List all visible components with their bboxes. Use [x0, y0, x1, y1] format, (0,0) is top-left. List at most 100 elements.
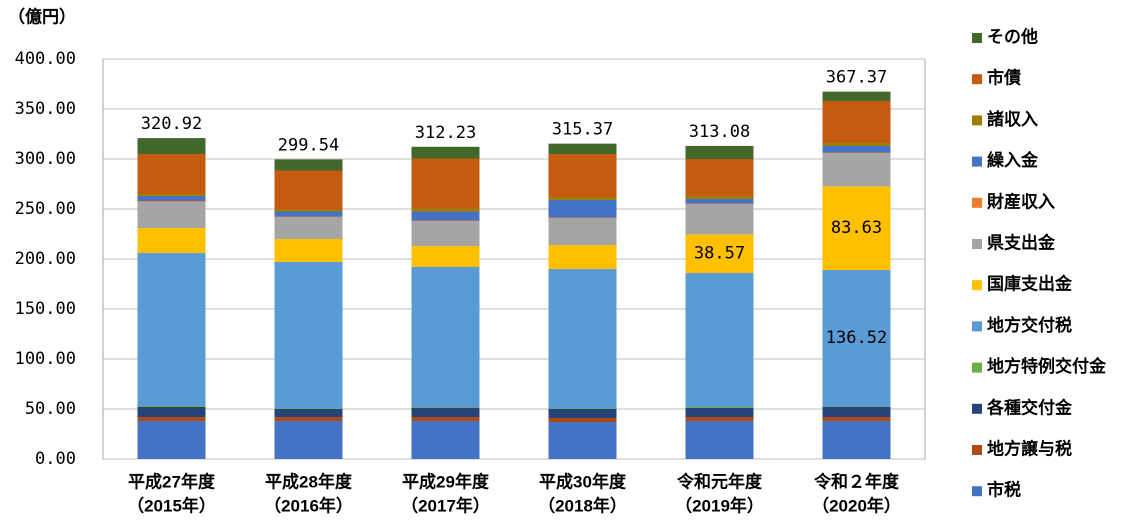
bar-segment — [685, 204, 754, 235]
bar-segment — [685, 407, 754, 408]
bar-segment — [137, 138, 206, 154]
bar-segment — [685, 408, 754, 417]
total-label: 320.92 — [141, 114, 202, 134]
y-tick-label: 400.00 — [15, 49, 76, 69]
bar-segment — [685, 145, 754, 159]
bar-segment — [411, 221, 480, 246]
total-label: 367.37 — [826, 68, 887, 88]
legend-label: 国庫支出金 — [987, 274, 1073, 294]
legend-swatch — [972, 74, 982, 85]
legend-swatch — [972, 239, 982, 249]
bar-segment — [274, 211, 343, 217]
data-label: 83.63 — [831, 218, 882, 238]
bar-segment — [411, 246, 480, 267]
bar-segment — [548, 154, 617, 197]
bar-segment — [822, 143, 891, 146]
y-tick-label: 100.00 — [15, 349, 76, 369]
x-tick-label: 令和２年度 — [814, 471, 900, 491]
legend-swatch — [972, 321, 982, 332]
bar-segment — [822, 417, 891, 421]
bar-segment — [548, 408, 617, 409]
legend-swatch — [972, 486, 982, 497]
bar-segment — [137, 194, 206, 196]
bar-segment — [274, 262, 343, 409]
bar-segment — [822, 269, 891, 407]
bar-segment — [274, 170, 343, 210]
bar-segment — [274, 159, 343, 171]
bar-segment — [274, 421, 343, 459]
bar-segment — [822, 421, 891, 459]
y-tick-label: 300.00 — [15, 149, 76, 169]
legend-swatch — [972, 445, 982, 455]
x-tick-label: （2018年） — [538, 495, 627, 515]
legend-swatch — [972, 197, 982, 208]
legend-label: その他 — [987, 26, 1038, 46]
bar-segment — [548, 418, 617, 422]
y-tick-label: 150.00 — [15, 299, 76, 319]
x-tick-label: 平成28年度 — [265, 471, 353, 491]
legend-swatch — [972, 362, 982, 373]
legend-label: 市債 — [987, 68, 1021, 88]
y-tick-label: 0.00 — [35, 449, 76, 469]
legend-swatch — [972, 403, 982, 414]
bar-segment — [548, 197, 617, 200]
bar-segment — [685, 234, 754, 273]
y-tick-label: 50.00 — [25, 399, 76, 419]
bar-segment — [137, 417, 206, 421]
bar-segment — [274, 417, 343, 421]
bar-segment — [548, 218, 617, 245]
bar-segment — [548, 245, 617, 269]
legend-swatch — [972, 115, 982, 126]
bar-segment — [822, 407, 891, 417]
bar-segment — [685, 159, 754, 196]
bar-segment — [274, 408, 343, 409]
legend-label: 地方交付税 — [987, 315, 1072, 335]
y-tick-label: 250.00 — [15, 199, 76, 219]
legend-swatch — [972, 33, 982, 43]
bar-segment — [685, 417, 754, 421]
bar-segment — [822, 101, 891, 143]
y-tick-label: 350.00 — [15, 99, 76, 119]
bar-segment — [137, 201, 206, 202]
bar-segment — [548, 143, 617, 154]
bar-segment — [548, 200, 617, 218]
x-tick-label: （2015年） — [127, 495, 216, 515]
x-tick-label: （2020年） — [812, 495, 901, 515]
legend-label: 繰入金 — [987, 150, 1039, 170]
bar-segment — [411, 407, 480, 408]
bar-segment — [822, 91, 891, 101]
bar-segment — [548, 269, 617, 409]
bar-segment — [822, 406, 891, 407]
bar-segment — [685, 273, 754, 407]
bar-segment — [274, 239, 343, 262]
bar-segment — [685, 199, 754, 204]
x-tick-label: 平成27年度 — [128, 471, 216, 491]
bar-segment — [411, 208, 480, 212]
legend-label: 地方譲与税 — [987, 438, 1072, 458]
bar-segment — [685, 196, 754, 199]
x-tick-label: （2016年） — [264, 495, 353, 515]
bar-segment — [411, 220, 480, 221]
legend-label: 各種交付金 — [986, 397, 1073, 417]
legend-label: 県支出金 — [987, 232, 1056, 252]
bar-segment — [685, 203, 754, 204]
bar-segment — [137, 202, 206, 228]
x-tick-label: （2019年） — [675, 495, 764, 515]
bar-segment — [548, 422, 617, 459]
bar-segment — [137, 253, 206, 406]
bar-segment — [411, 146, 480, 159]
total-label: 299.54 — [278, 135, 339, 155]
legend-label: 諸収入 — [987, 109, 1038, 129]
legend-swatch — [972, 280, 982, 291]
x-tick-label: 平成29年度 — [402, 471, 490, 491]
bar-segment — [685, 421, 754, 459]
x-tick-label: 令和元年度 — [677, 471, 763, 491]
bar-segment — [137, 196, 206, 201]
bar-segment — [822, 153, 891, 187]
y-tick-label: 200.00 — [15, 249, 76, 269]
bar-segment — [548, 409, 617, 418]
legend-swatch — [972, 156, 982, 167]
bar-segment — [274, 217, 343, 239]
bar-segment — [137, 154, 206, 194]
